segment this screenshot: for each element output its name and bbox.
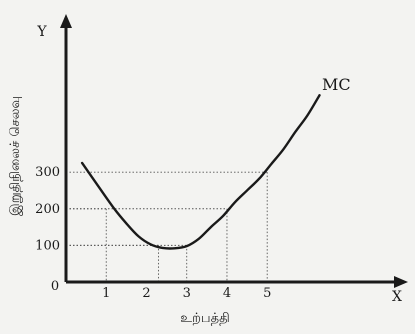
x-tick-label: 3 <box>183 286 191 301</box>
origin-label: 0 <box>51 279 59 294</box>
x-tick-label: 5 <box>263 286 271 301</box>
y-axis-arrowhead <box>60 14 72 28</box>
x-axis-letter: X <box>392 289 402 305</box>
y-tick-labels: 100 200 300 <box>35 165 60 253</box>
mc-series-label: MC <box>322 75 351 94</box>
x-tick-label: 4 <box>223 286 231 301</box>
x-axis-title: உற்பத்தி <box>180 311 229 326</box>
x-tick-labels: 1 2 3 4 5 <box>102 286 271 301</box>
x-tick-label: 2 <box>142 286 150 301</box>
guide-lines <box>66 171 268 282</box>
y-tick-label: 200 <box>35 202 60 217</box>
y-tick-label: 300 <box>35 165 60 180</box>
y-axis-letter: Y <box>36 24 47 40</box>
mc-curve <box>80 94 321 250</box>
y-tick-label: 100 <box>35 238 60 253</box>
x-tick-label: 1 <box>102 286 110 301</box>
x-axis-arrowhead <box>394 276 408 288</box>
y-axis-title: இறுதிநிலைச் செலவு <box>8 96 23 216</box>
